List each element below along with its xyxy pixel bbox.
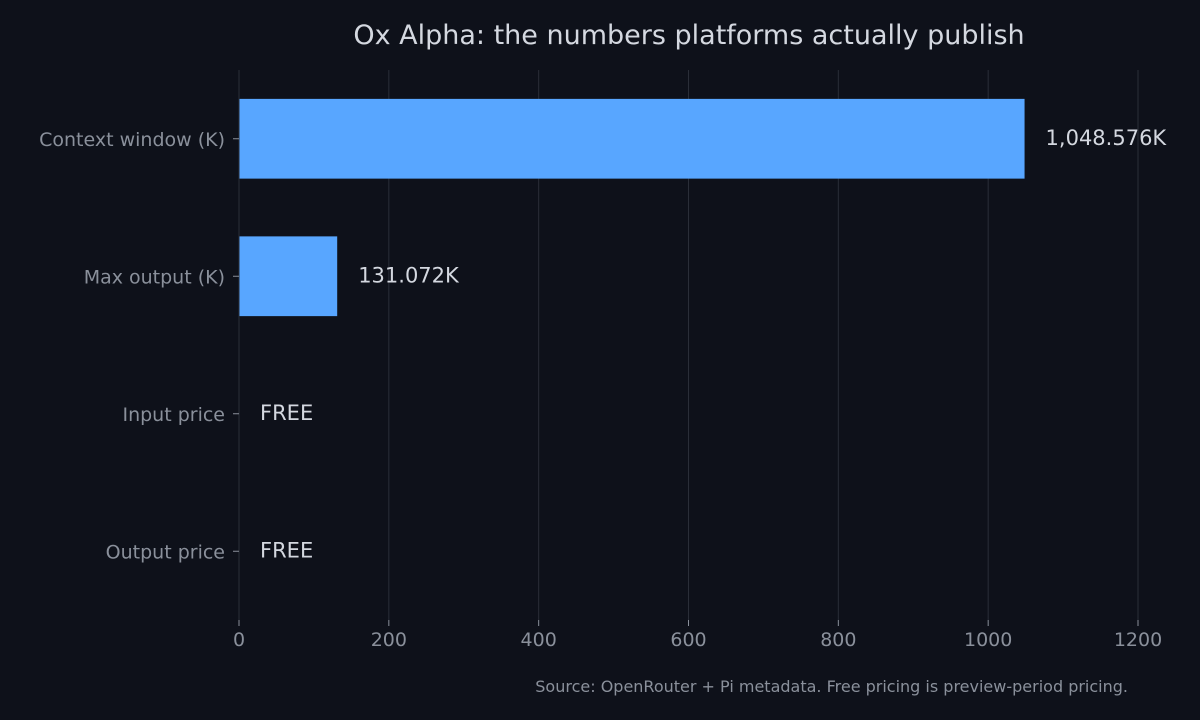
axes: 0 200 400 600 800 1000 1200 Context window (K) M… (39, 70, 1162, 651)
y-tick-label: Context window (K) (39, 129, 225, 151)
y-tick-label: Max output (K) (84, 266, 225, 288)
data-label: FREE (260, 538, 313, 562)
bar (239, 98, 1025, 179)
x-tick-label: 1200 (1114, 629, 1162, 651)
x-tick-label: 1000 (964, 629, 1012, 651)
value-labels: 1,048.576K 131.072K FREE FREE (260, 126, 1167, 563)
y-tick-label: Output price (106, 541, 225, 563)
chart-title: Ox Alpha: the numbers platforms actually… (353, 20, 1024, 51)
y-tick-label: Input price (122, 404, 225, 426)
x-tick-label: 200 (371, 629, 407, 651)
data-label: FREE (260, 401, 313, 425)
bar (239, 236, 338, 317)
bars (239, 98, 1025, 317)
source-note: Source: OpenRouter + Pi metadata. Free p… (535, 677, 1128, 696)
x-tick-label: 400 (521, 629, 557, 651)
x-tick-label: 600 (670, 629, 706, 651)
data-label: 131.072K (358, 263, 460, 287)
data-label: 1,048.576K (1046, 126, 1168, 150)
x-tick-label: 0 (233, 629, 245, 651)
x-tick-label: 800 (820, 629, 856, 651)
